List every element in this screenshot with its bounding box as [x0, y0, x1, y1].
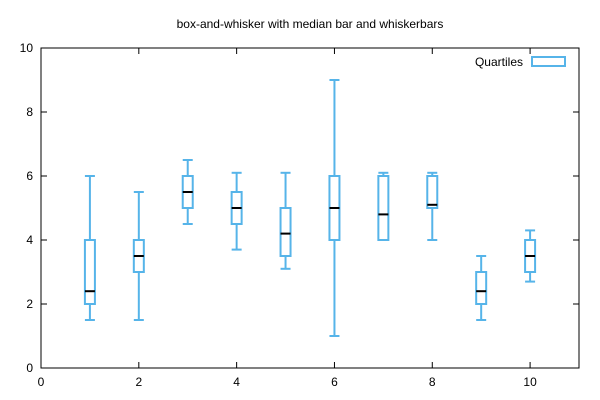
x-tick-label: 10 [523, 375, 537, 389]
box-item [328, 79, 341, 337]
box-rect [475, 271, 488, 305]
box-rect [377, 175, 390, 241]
box-rect [279, 207, 292, 257]
box-item [181, 159, 194, 225]
box-series [83, 79, 537, 337]
axis-ticks [40, 47, 579, 369]
x-tick-label: 6 [331, 375, 338, 389]
y-tick-label: 8 [26, 105, 33, 119]
legend-label: Quartiles [475, 55, 523, 69]
y-tick-label: 6 [26, 169, 33, 183]
box-item [475, 255, 488, 321]
x-tick-label: 2 [135, 375, 142, 389]
y-tick-label: 4 [26, 233, 33, 247]
x-tick-label: 0 [38, 375, 45, 389]
x-tick-label: 8 [429, 375, 436, 389]
box-rect [83, 239, 96, 305]
box-item [524, 229, 537, 283]
box-item [426, 171, 439, 241]
box-item [377, 171, 390, 241]
y-tick-label: 10 [20, 41, 34, 55]
y-tick-label: 2 [26, 297, 33, 311]
y-tick-label: 0 [26, 361, 33, 375]
box-rect [426, 175, 439, 209]
x-tick-label: 4 [233, 375, 240, 389]
axis-tick-labels: 0 2 4 6 8 10 0 2 4 6 8 10 [20, 41, 537, 389]
box-item [279, 171, 292, 270]
chart-title: box-and-whisker with median bar and whis… [177, 17, 444, 31]
box-item [230, 171, 243, 251]
legend: Quartiles [475, 55, 566, 69]
plot-frame [40, 47, 580, 369]
box-item [83, 175, 96, 321]
box-item [132, 191, 145, 321]
legend-swatch [531, 56, 566, 67]
